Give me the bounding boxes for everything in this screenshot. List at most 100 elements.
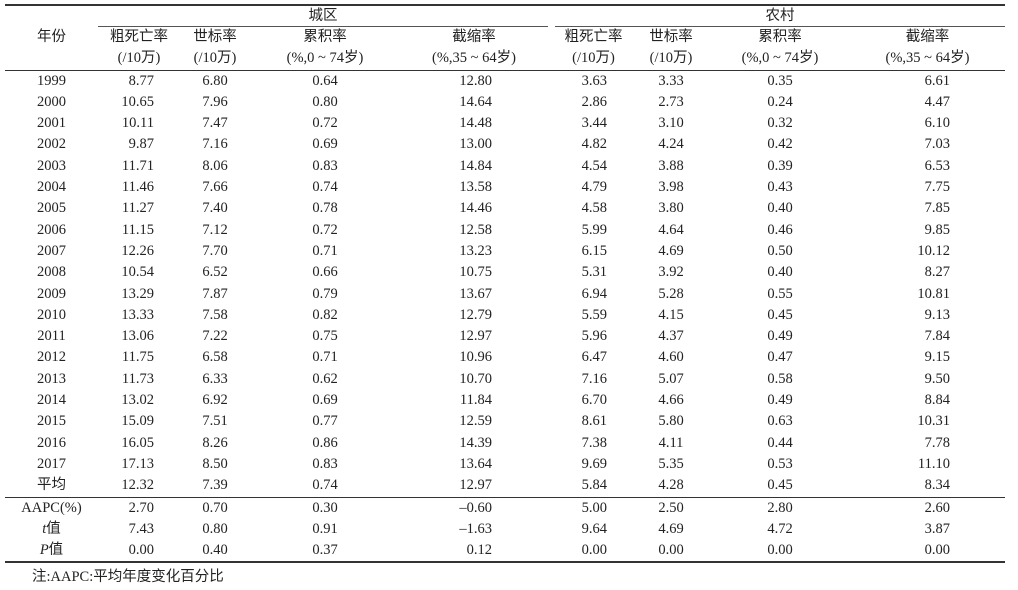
data-cell: 9.64 [581, 520, 607, 537]
urban-crude-rate-header: 粗死亡率 [110, 29, 168, 45]
data-cell: 0.74 [312, 179, 338, 196]
stat-label: P值 [5, 540, 98, 564]
data-cell: 2.73 [658, 93, 684, 110]
data-cell: 0.46 [767, 221, 793, 238]
data-cell: 0.80 [312, 93, 338, 110]
data-cell: 5.59 [581, 306, 607, 323]
data-cell: 0.00 [710, 540, 850, 564]
data-cell: 0.40 [767, 264, 793, 281]
data-cell: 3.63 [581, 72, 607, 89]
data-cell: 4.60 [658, 349, 684, 366]
group-gap [548, 48, 555, 71]
group-gap [548, 241, 555, 262]
table-row: 2011 13.06 7.22 0.75 12.97 5.96 4.37 0.49 7.84 [5, 326, 1005, 347]
table-row: 2012 11.75 6.58 0.71 10.96 6.47 4.60 0.47 9.15 [5, 347, 1005, 368]
data-cell: 7.47 [202, 115, 228, 132]
data-cell: 0.71 [312, 349, 338, 366]
row-label: 2016 [37, 434, 66, 451]
row-label: 2000 [37, 93, 66, 110]
data-cell: 7.03 [924, 136, 950, 153]
data-cell: 0.55 [767, 285, 793, 302]
rural-crude-rate-header: 粗死亡率 [564, 29, 623, 45]
rural-crude-rate-unit: (/10万) [555, 48, 632, 71]
data-cell: –1.63 [459, 520, 492, 537]
table-row: 1999 8.77 6.80 0.64 12.80 3.63 3.33 0.35 6.61 [5, 70, 1005, 92]
data-cell: 16.05 [121, 434, 154, 451]
data-cell: 0.47 [767, 349, 793, 366]
data-cell: 7.40 [202, 200, 228, 217]
group-gap [548, 475, 555, 497]
group-gap [548, 156, 555, 177]
year-header-bottom [5, 48, 98, 71]
data-cell: 12.59 [459, 413, 492, 430]
data-cell: 11.75 [121, 349, 154, 366]
data-cell: 3.33 [658, 72, 684, 89]
data-cell: 11.10 [917, 455, 950, 472]
row-label: 2007 [37, 242, 66, 259]
data-cell: 4.69 [658, 520, 684, 537]
data-cell: 14.39 [459, 434, 492, 451]
data-cell: 5.00 [555, 496, 632, 519]
data-cell: 7.51 [202, 413, 228, 430]
stat-symbol: P [39, 542, 49, 559]
data-cell: 0.40 [767, 200, 793, 217]
table-row: 2007 12.26 7.70 0.71 13.23 6.15 4.69 0.50 10.12 [5, 241, 1005, 262]
group-gap [548, 433, 555, 454]
stat-row: t值 7.43 0.80 0.91 –1.63 9.64 4.69 4.72 3.87 [5, 519, 1005, 540]
data-cell: 7.84 [924, 328, 950, 345]
group-gap [548, 369, 555, 390]
data-cell: 4.11 [658, 434, 684, 451]
row-label: 2003 [37, 157, 66, 174]
row-label: 2006 [37, 221, 66, 238]
data-cell: 8.26 [202, 434, 228, 451]
row-label: 2013 [37, 370, 66, 387]
data-cell: 3.98 [658, 179, 684, 196]
data-cell: 4.72 [767, 520, 793, 537]
data-cell: 2.50 [632, 496, 710, 519]
row-label: 2002 [37, 136, 66, 153]
data-cell: 7.75 [924, 179, 950, 196]
data-cell: 11.27 [121, 200, 154, 217]
data-cell: 0.40 [180, 540, 250, 564]
table-row: 2004 11.46 7.66 0.74 13.58 4.79 3.98 0.43 7.75 [5, 177, 1005, 198]
data-cell: 0.49 [767, 328, 793, 345]
table-row: 2001 10.11 7.47 0.72 14.48 3.44 3.10 0.32 6.10 [5, 113, 1005, 134]
table-row: 平均 12.32 7.39 0.74 12.97 5.84 4.28 0.45 8.34 [5, 475, 1005, 497]
urban-group-header: 城区 [98, 4, 548, 27]
data-cell: 13.23 [459, 242, 492, 259]
data-cell: 9.50 [924, 370, 950, 387]
data-cell: 0.42 [767, 136, 793, 153]
table-row: 2006 11.15 7.12 0.72 12.58 5.99 4.64 0.46 9.85 [5, 220, 1005, 241]
table-body: 1999 8.77 6.80 0.64 12.80 3.63 3.33 0.35 6.61 200… [5, 70, 1005, 564]
row-label: 2004 [37, 179, 66, 196]
year-header: 年份 [37, 28, 66, 45]
data-cell: 9.69 [581, 455, 607, 472]
data-cell: 7.66 [202, 179, 228, 196]
data-cell: 0.77 [312, 413, 338, 430]
row-label: 1999 [37, 72, 66, 89]
table-row: 2008 10.54 6.52 0.66 10.75 5.31 3.92 0.40 8.27 [5, 262, 1005, 283]
data-cell: 6.47 [581, 349, 607, 366]
data-cell: 0.45 [767, 306, 793, 323]
table-row: 2003 11.71 8.06 0.83 14.84 4.54 3.88 0.39 6.53 [5, 156, 1005, 177]
data-cell: 0.63 [767, 413, 793, 430]
mortality-table: 城区 农村 年份 粗死亡率 世标率 累积率 截缩率 粗死亡率 世标率 累积率 截… [5, 4, 1005, 564]
data-cell: 13.67 [459, 285, 492, 302]
data-cell: 10.11 [121, 115, 154, 132]
data-cell: 13.02 [121, 392, 154, 409]
data-cell: 0.24 [767, 93, 793, 110]
group-gap [548, 27, 555, 49]
data-cell: 5.07 [658, 370, 684, 387]
data-cell: 4.54 [581, 157, 607, 174]
row-label: 2005 [37, 200, 66, 217]
stat-symbol: t [42, 520, 47, 537]
data-cell: 4.37 [658, 328, 684, 345]
data-cell: 0.43 [767, 179, 793, 196]
data-cell: 2.60 [850, 496, 1005, 519]
data-cell: 0.72 [312, 115, 338, 132]
data-cell: 8.27 [924, 264, 950, 281]
data-cell: 0.72 [312, 221, 338, 238]
row-label: 2011 [37, 328, 66, 345]
data-cell: 5.84 [581, 477, 607, 494]
row-label: 2012 [37, 349, 66, 366]
